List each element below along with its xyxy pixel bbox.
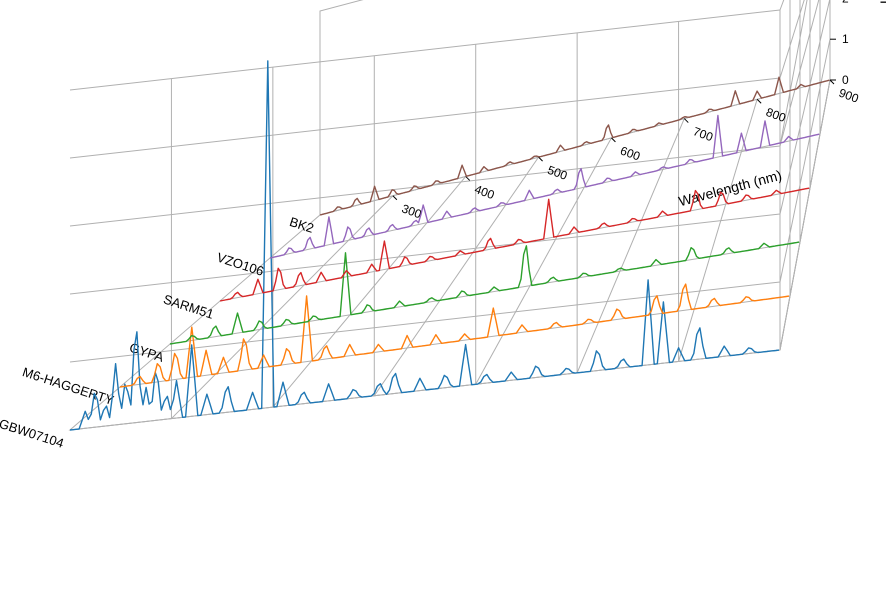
x-tick-label: 900	[837, 86, 861, 106]
z-tick-label: 0	[842, 73, 849, 87]
z-axis-label: Intensity	[877, 0, 886, 4]
category-label: BK2	[288, 214, 316, 236]
x-tick	[830, 80, 834, 84]
z-tick-label: 1	[842, 32, 849, 46]
category-label: M6-HAGGERTY	[21, 364, 116, 408]
category-label: GBW07104	[0, 416, 66, 451]
category-label: SARM51	[162, 292, 216, 322]
spectra-3d-chart: 012345Intensity1e12300400500600700800900…	[0, 0, 886, 610]
z-tick-label: 2	[842, 0, 849, 5]
